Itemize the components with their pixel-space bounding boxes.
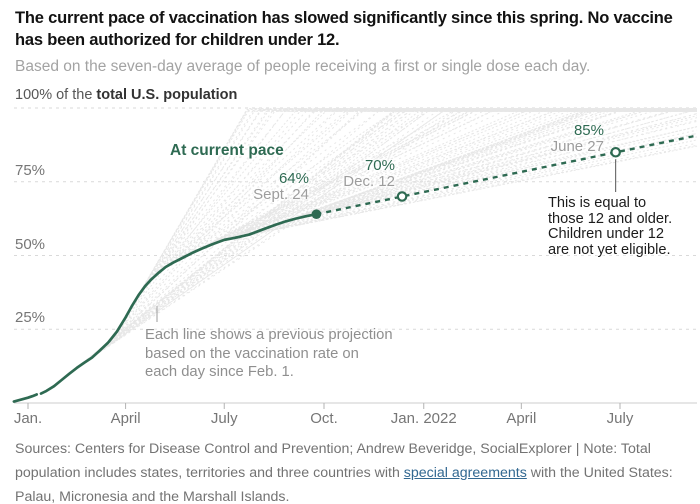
x-tick-label: July xyxy=(606,410,634,427)
previous-projection-line xyxy=(291,109,697,221)
special-agreements-link[interactable]: special agreements xyxy=(403,465,527,481)
previous-projection-line xyxy=(102,110,697,349)
previous-projection-line xyxy=(106,109,697,344)
previous-projection-line xyxy=(282,109,697,223)
previous-projection-line xyxy=(250,126,698,235)
eligibility-annotation: This is equal to those 12 and older. Chi… xyxy=(548,195,673,258)
chart-subtitle: Based on the seven-day average of people… xyxy=(15,58,591,75)
source-line1: Sources: Centers for Disease Control and… xyxy=(15,441,651,457)
source-line3: Palau, Micronesia and the Marshall Islan… xyxy=(15,489,290,504)
actual-pace-line xyxy=(12,393,39,403)
y-axis-top-label-bold: total U.S. population xyxy=(96,87,238,103)
projection-marker-sept24 xyxy=(311,209,322,219)
previous-projection-line xyxy=(72,109,697,372)
projection-marker-june27 xyxy=(610,146,621,158)
x-tick-label: July xyxy=(210,410,238,427)
previous-projection-line xyxy=(217,108,697,243)
previous-projection-line xyxy=(273,109,697,226)
previous-projection-line xyxy=(278,108,697,225)
actual-pace-line xyxy=(39,212,318,395)
previous-projection-line xyxy=(297,109,698,219)
marker-label-dec12: 70% Dec. 12 xyxy=(325,158,395,190)
previous-projection-line xyxy=(174,108,697,263)
marker-pct-sept24: 64% xyxy=(278,170,309,187)
previous-projection-line xyxy=(76,110,697,369)
y-tick-label: 25% xyxy=(15,309,46,327)
previous-projection-line xyxy=(204,109,697,248)
previous-projection-line xyxy=(224,110,697,241)
previous-projection-line xyxy=(295,108,697,220)
previous-projection-line xyxy=(100,109,697,351)
previous-projection-line xyxy=(171,110,697,264)
previous-projection-line xyxy=(111,110,697,339)
previous-projection-line xyxy=(167,109,697,267)
x-tick-label: April xyxy=(110,410,141,427)
previous-projection-line xyxy=(245,136,698,236)
source-line2-pre: population includes states, territories … xyxy=(15,465,404,481)
previous-projection-line xyxy=(195,109,697,252)
pace-annotation-label: At current pace xyxy=(170,142,284,159)
x-tick-label: April xyxy=(506,410,537,427)
previous-projection-line xyxy=(243,139,698,237)
marker-label-sept24: 64% Sept. 24 xyxy=(239,171,309,203)
previous-projection-line xyxy=(211,109,697,246)
current-pace-projection-line xyxy=(316,134,698,216)
previous-projection-line xyxy=(117,109,697,331)
previous-projection-line xyxy=(130,108,697,308)
x-tick-label: Jan. 2022 xyxy=(390,410,457,427)
y-tick-label: 75% xyxy=(15,161,46,179)
marker-label-june27: 85% June 27 xyxy=(528,123,604,155)
y-axis-top-label: 100% of the total U.S. population xyxy=(15,87,237,103)
chart-title: The current pace of vaccination has slow… xyxy=(15,9,673,49)
previous-projection-line xyxy=(91,109,697,358)
source-note: Sources: Centers for Disease Control and… xyxy=(15,437,691,504)
x-tick-label: Jan. xyxy=(13,410,43,427)
previous-projection-line xyxy=(306,120,698,217)
marker-pct-dec12: 70% xyxy=(364,157,395,174)
fan-explanation-annotation: Each line shows a previous projection ba… xyxy=(145,327,393,380)
previous-projection-line xyxy=(143,109,697,288)
marker-pct-june27: 85% xyxy=(573,122,604,139)
previous-projection-line xyxy=(286,108,697,222)
previous-projection-line xyxy=(252,113,698,234)
previous-projection-line xyxy=(74,109,697,370)
previous-projection-line xyxy=(180,110,697,260)
previous-projection-line xyxy=(300,113,698,219)
projection-marker-dec12 xyxy=(396,191,408,202)
previous-projection-line xyxy=(178,109,697,261)
previous-projection-line xyxy=(139,108,697,294)
y-tick-label: 50% xyxy=(15,235,46,253)
previous-projection-line xyxy=(161,109,697,271)
previous-projection-line xyxy=(126,109,697,316)
y-axis-top-label-prefix: 100% of the xyxy=(15,87,97,103)
previous-projection-line xyxy=(128,110,697,312)
previous-projection-line xyxy=(293,110,697,220)
marker-date-june27: June 27 xyxy=(550,138,604,155)
marker-date-dec12: Dec. 12 xyxy=(343,173,395,190)
previous-projection-line xyxy=(241,142,698,237)
previous-projection-line xyxy=(154,110,697,277)
x-tick-label: Oct. xyxy=(310,410,338,427)
previous-projection-line xyxy=(302,115,698,218)
previous-projection-line xyxy=(239,144,698,238)
marker-date-sept24: Sept. 24 xyxy=(253,186,309,203)
previous-projection-line xyxy=(145,110,697,286)
source-line2-post: with the United States: xyxy=(526,465,673,481)
